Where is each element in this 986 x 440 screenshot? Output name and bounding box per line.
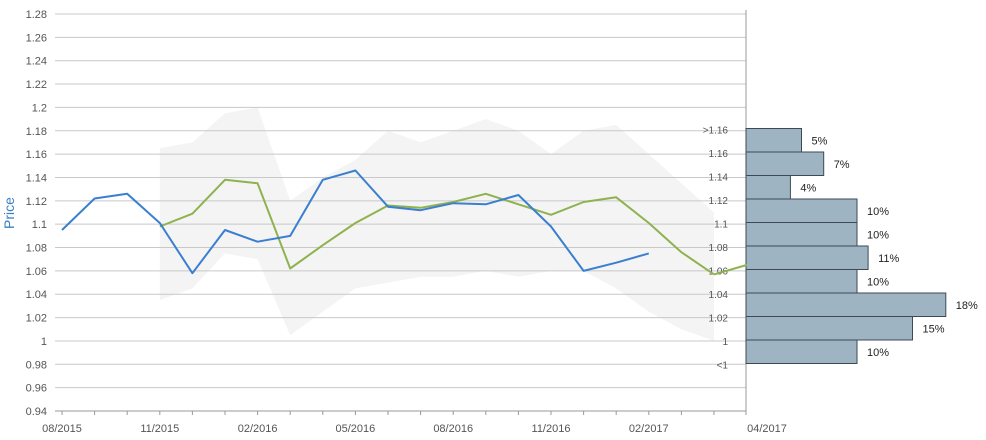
histogram-bar bbox=[745, 128, 802, 153]
y-tick-label: 0.96 bbox=[26, 383, 47, 395]
y-tick-label: 1.24 bbox=[26, 56, 47, 68]
histogram-bar bbox=[745, 175, 791, 200]
histogram-bin-label: 1.06 bbox=[709, 267, 729, 278]
grid-layer bbox=[55, 10, 747, 415]
y-tick-label: 1.2 bbox=[32, 102, 47, 114]
histogram: >1.16 5% 1.16 7% 1.14 4% 1.12 10% 1.1 10% 1.08 11% 1… bbox=[703, 126, 978, 372]
y-tick-label: 1 bbox=[41, 336, 47, 348]
histogram-bin-label: 1.16 bbox=[709, 149, 729, 160]
histogram-bar-label: 7% bbox=[834, 159, 850, 171]
histogram-bar bbox=[745, 269, 858, 294]
y-tick-label: 1.18 bbox=[26, 126, 47, 138]
histogram-bin-label: 1 bbox=[722, 337, 728, 348]
histogram-bar bbox=[745, 245, 869, 270]
x-tick-label: 08/2015 bbox=[42, 423, 82, 435]
histogram-bin-label: 1.02 bbox=[709, 314, 729, 325]
histogram-bar-label: 11% bbox=[878, 253, 899, 265]
histogram-bar bbox=[745, 292, 947, 317]
histogram-bar-label: 4% bbox=[800, 183, 816, 195]
y-tick-label: 1.28 bbox=[26, 9, 47, 21]
y-tick-label: 1.06 bbox=[26, 266, 47, 278]
y-tick-label: 1.26 bbox=[26, 32, 47, 44]
x-tick-label: 11/2015 bbox=[140, 423, 179, 435]
histogram-bin-label: <1 bbox=[717, 361, 729, 372]
histogram-bar-label: 5% bbox=[812, 136, 828, 148]
x-tick-label: 04/2017 bbox=[747, 423, 787, 435]
histogram-bar-label: 10% bbox=[867, 230, 889, 242]
series-line-green-tail bbox=[713, 264, 747, 276]
histogram-bar-label: 10% bbox=[867, 206, 889, 218]
x-tick-label: 05/2016 bbox=[336, 423, 376, 435]
y-tick-label: 1.1 bbox=[32, 219, 47, 231]
histogram-bar-label: 10% bbox=[867, 347, 889, 359]
histogram-bar-label: 10% bbox=[867, 277, 889, 289]
x-tick-label: 02/2016 bbox=[238, 423, 278, 435]
histogram-bar bbox=[745, 339, 858, 364]
x-tick-label: 02/2017 bbox=[629, 423, 669, 435]
histogram-bar bbox=[745, 222, 858, 247]
histogram-bin-label: 1.04 bbox=[709, 290, 729, 301]
y-tick-labels: 0.94 0.96 0.98 1 1.02 1.04 1.06 1.08 1.1 1.12 1.14… bbox=[26, 9, 47, 418]
histogram-bin-label: 1.1 bbox=[714, 220, 728, 231]
histogram-bin-label: 1.12 bbox=[709, 196, 729, 207]
x-tick-label: 08/2016 bbox=[433, 423, 473, 435]
series-line-blue bbox=[61, 169, 650, 275]
series-layer bbox=[61, 169, 747, 276]
y-tick-label: 1.04 bbox=[26, 289, 47, 301]
histogram-bar-label: 18% bbox=[956, 300, 978, 312]
x-tick-label: 11/2016 bbox=[532, 423, 571, 435]
y-tick-label: 0.94 bbox=[26, 406, 47, 418]
y-tick-label: 1.22 bbox=[26, 79, 47, 91]
y-tick-label: 1.08 bbox=[26, 243, 47, 255]
y-tick-label: 1.14 bbox=[26, 172, 47, 184]
y-tick-label: 1.12 bbox=[26, 196, 47, 208]
y-tick-label: 0.98 bbox=[26, 359, 47, 371]
histogram-bar bbox=[745, 151, 825, 176]
series-line-green bbox=[159, 178, 715, 276]
histogram-bar bbox=[745, 198, 858, 223]
y-tick-label: 1.16 bbox=[26, 149, 47, 161]
histogram-bar bbox=[745, 316, 913, 341]
histogram-bin-label: 1.14 bbox=[709, 173, 729, 184]
histogram-bin-label: >1.16 bbox=[703, 126, 729, 137]
y-tick-label: 1.02 bbox=[26, 313, 47, 325]
histogram-bar-label: 15% bbox=[923, 324, 945, 336]
x-tick-labels: 08/2015 11/2015 02/2016 05/2016 08/2016 11/20… bbox=[42, 423, 787, 435]
y-axis-label: Price bbox=[1, 197, 17, 229]
histogram-bin-label: 1.08 bbox=[709, 243, 729, 254]
